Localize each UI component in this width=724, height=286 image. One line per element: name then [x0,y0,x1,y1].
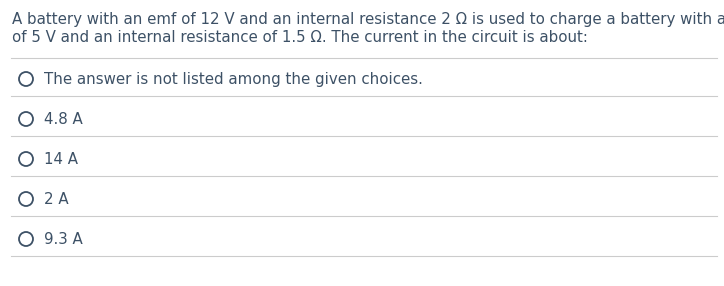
Text: A battery with an emf of 12 V and an internal resistance 2 Ω is used to charge a: A battery with an emf of 12 V and an int… [12,12,724,27]
Text: 4.8 A: 4.8 A [44,112,83,127]
Text: The answer is not listed among the given choices.: The answer is not listed among the given… [44,72,423,87]
Text: 14 A: 14 A [44,152,78,167]
Text: 2 A: 2 A [44,192,69,207]
Text: 9.3 A: 9.3 A [44,232,83,247]
Text: of 5 V and an internal resistance of 1.5 Ω. The current in the circuit is about:: of 5 V and an internal resistance of 1.5… [12,30,588,45]
